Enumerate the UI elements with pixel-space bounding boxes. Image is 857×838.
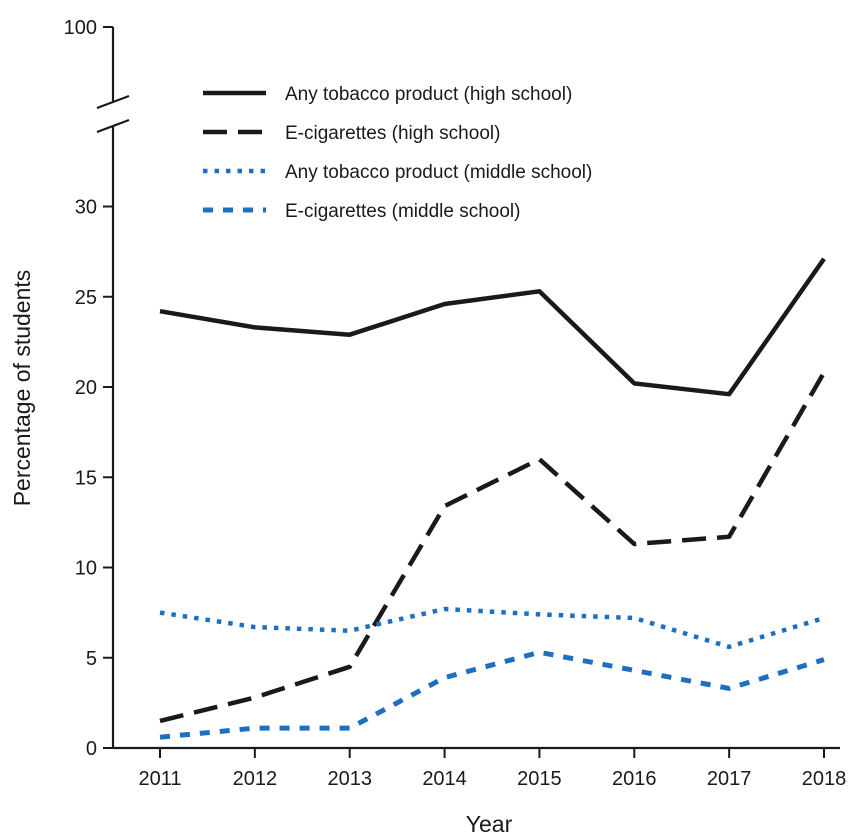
y-axis-title: Percentage of students xyxy=(9,270,35,507)
chart-axes xyxy=(96,27,840,750)
y-tick-label: 0 xyxy=(86,738,97,760)
axis-break-mark xyxy=(96,118,130,134)
series-line-4 xyxy=(159,649,825,740)
y-tick-label: 100 xyxy=(64,17,97,39)
x-tick-label: 2014 xyxy=(422,768,467,790)
x-tick-label: 2017 xyxy=(707,768,752,790)
series-line-3 xyxy=(159,606,825,650)
legend-label: Any tobacco product (middle school) xyxy=(285,162,592,183)
x-tick-label: 2013 xyxy=(327,768,372,790)
x-tick-label: 2012 xyxy=(233,768,278,790)
x-tick-label: 2015 xyxy=(517,768,562,790)
x-tick-label: 2016 xyxy=(612,768,657,790)
series-line-1 xyxy=(159,257,826,397)
chart-series xyxy=(159,257,826,740)
series-line-2 xyxy=(159,371,826,724)
x-axis-title: Year xyxy=(466,811,513,837)
y-tick-label: 5 xyxy=(86,648,97,670)
legend-label: Any tobacco product (high school) xyxy=(285,84,572,105)
axis-break-mark xyxy=(96,94,130,110)
y-tick-label: 15 xyxy=(75,467,97,489)
legend-label: E-cigarettes (high school) xyxy=(285,123,500,144)
legend-label: E-cigarettes (middle school) xyxy=(285,201,520,222)
chart-ticks: 0 5 10 15 20 25 30 100 2011 2012 2013 2014 2015 2016 2… xyxy=(64,17,847,790)
x-tick-label: 2018 xyxy=(802,768,847,790)
chart-legend: Any tobacco product (high school) E-cigar… xyxy=(203,84,592,222)
y-tick-label: 20 xyxy=(75,377,97,399)
y-tick-label: 30 xyxy=(75,197,97,219)
x-tick-label: 2011 xyxy=(138,768,181,790)
y-tick-label: 10 xyxy=(75,558,97,580)
y-tick-label: 25 xyxy=(75,287,97,309)
